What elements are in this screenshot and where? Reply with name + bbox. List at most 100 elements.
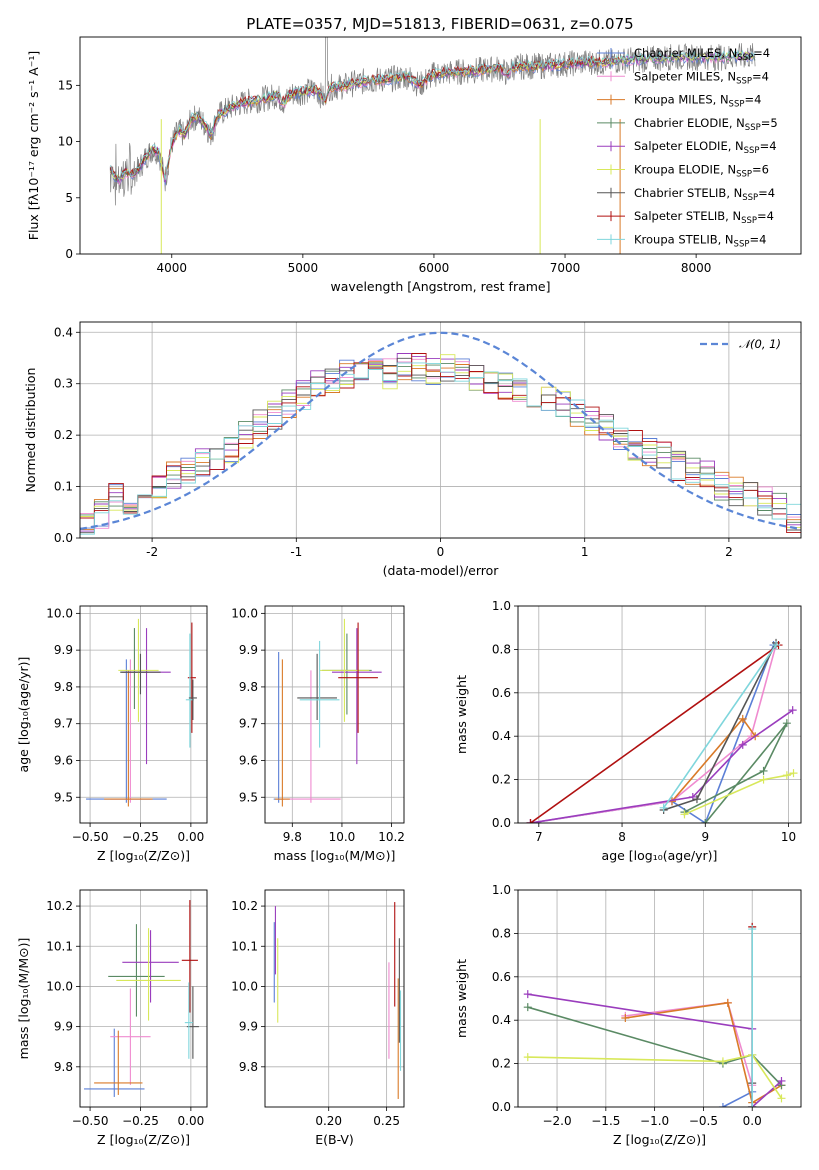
x-tick-label: 0.00 bbox=[178, 1114, 205, 1128]
y-tick-label: 0.4 bbox=[54, 325, 73, 339]
panel-age-vs-mass: 9.8 10.0 10.2 9.5 9.6 9.7 9.8 9.9 10.0 mass [log₁… bbox=[231, 605, 405, 863]
axes-frame bbox=[264, 889, 405, 1108]
x-tick-label: -2 bbox=[146, 545, 158, 559]
x-tick-label: 2 bbox=[725, 545, 733, 559]
plot-area bbox=[523, 922, 786, 1107]
residual-histogram bbox=[80, 357, 801, 534]
normal-curve bbox=[80, 331, 801, 531]
plot-area bbox=[84, 900, 199, 1097]
mass-weight-marker bbox=[718, 1057, 727, 1066]
residual-histogram bbox=[80, 362, 801, 535]
x-tick-label: 0.0 bbox=[743, 1114, 762, 1128]
x-tick-label: 7000 bbox=[550, 261, 581, 275]
y-tick-label: 9.9 bbox=[54, 643, 73, 657]
mass-weight-line bbox=[527, 1054, 783, 1099]
mass-weight-marker bbox=[738, 740, 747, 749]
mass-weight-marker bbox=[680, 810, 689, 819]
mass-weight-marker bbox=[659, 803, 668, 812]
legend-entry: Chabrier STELIB, NSSP=4 bbox=[634, 186, 775, 203]
x-tick-label: 6000 bbox=[419, 261, 450, 275]
x-axis-label: Z [log₁₀(Z/Z⊙)] bbox=[97, 1132, 190, 1147]
plot-area bbox=[80, 331, 801, 535]
x-tick-label: −2.0 bbox=[542, 1114, 571, 1128]
y-tick-label: 1.0 bbox=[492, 599, 511, 613]
x-tick-label: −1.0 bbox=[640, 1114, 669, 1128]
y-tick-label: 1.0 bbox=[492, 883, 511, 897]
y-tick-label: 0.6 bbox=[492, 970, 511, 984]
y-axis-label: Normed distribution bbox=[23, 368, 38, 493]
y-tick-label: 10.1 bbox=[46, 939, 73, 953]
mass-weight-marker bbox=[526, 819, 535, 823]
mass-weight-marker bbox=[748, 1103, 757, 1107]
x-axis-label: age [log₁₀(age/yr)] bbox=[602, 848, 718, 863]
mass-weight-marker bbox=[701, 819, 710, 823]
x-tick-label: 0.00 bbox=[178, 830, 205, 844]
y-tick-label: 9.8 bbox=[54, 1060, 73, 1074]
y-tick-label: 9.8 bbox=[54, 680, 73, 694]
mass-weight-marker bbox=[777, 1094, 786, 1103]
axes-frame bbox=[79, 889, 208, 1108]
y-tick-label: 0.2 bbox=[492, 1057, 511, 1071]
y-tick-label: 0.0 bbox=[492, 1100, 511, 1114]
y-axis-label: mass [log₁₀(M/M⊙)] bbox=[16, 938, 31, 1060]
figure-title: PLATE=0357, MJD=51813, FIBERID=0631, z=0… bbox=[246, 15, 633, 33]
mass-weight-marker bbox=[723, 998, 732, 1007]
model-spectrum-line bbox=[109, 49, 756, 181]
x-tick-label: 5000 bbox=[288, 261, 319, 275]
y-tick-label: 0.3 bbox=[54, 377, 73, 391]
mass-weight-marker bbox=[782, 771, 791, 780]
x-tick-label: 1 bbox=[581, 545, 589, 559]
mass-weight-marker bbox=[523, 1003, 532, 1012]
y-axis-label: mass weight bbox=[454, 959, 469, 1038]
y-tick-label: 9.5 bbox=[54, 790, 73, 804]
x-axis-label: mass [log₁₀(M/M⊙)] bbox=[274, 848, 396, 863]
x-tick-label: -1 bbox=[290, 545, 302, 559]
model-spectrum-line bbox=[109, 57, 621, 182]
y-axis-label: mass weight bbox=[454, 675, 469, 754]
y-tick-label: 9.6 bbox=[54, 753, 73, 767]
mass-weight-marker bbox=[777, 1076, 786, 1085]
y-tick-label: 0.1 bbox=[54, 480, 73, 494]
mass-weight-marker bbox=[621, 1014, 630, 1023]
x-tick-label: −0.25 bbox=[122, 1114, 159, 1128]
x-axis-label: Z [log₁₀(Z/Z⊙)] bbox=[613, 1132, 706, 1147]
y-tick-label: 9.9 bbox=[54, 1020, 73, 1034]
plot-area bbox=[109, 37, 756, 254]
legend-entry: Salpeter MILES, NSSP=4 bbox=[634, 69, 769, 86]
plot-area bbox=[273, 902, 402, 1099]
plot-area bbox=[273, 618, 382, 807]
y-tick-label: 0.2 bbox=[492, 773, 511, 787]
mass-weight-line bbox=[663, 644, 777, 809]
mass-weight-marker bbox=[718, 1103, 727, 1107]
legend-entry: Salpeter ELODIE, NSSP=4 bbox=[634, 139, 777, 156]
mass-weight-marker bbox=[748, 925, 757, 934]
y-axis-label: age [log₁₀(age/yr)] bbox=[16, 657, 31, 773]
legend-entry: Kroupa MILES, NSSP=4 bbox=[634, 93, 761, 110]
mass-weight-line bbox=[684, 772, 794, 816]
mass-weight-marker bbox=[688, 792, 697, 801]
y-tick-label: 0.8 bbox=[492, 926, 511, 940]
y-tick-label: 9.6 bbox=[239, 753, 258, 767]
x-tick-label: 10.2 bbox=[378, 830, 405, 844]
x-tick-label: 0 bbox=[437, 545, 445, 559]
y-tick-label: 10.0 bbox=[231, 606, 258, 620]
x-tick-label: 7 bbox=[535, 830, 543, 844]
y-tick-label: 0 bbox=[65, 247, 73, 261]
y-tick-label: 0.6 bbox=[492, 686, 511, 700]
y-tick-label: 0.2 bbox=[54, 428, 73, 442]
plot-area bbox=[526, 638, 798, 823]
mass-weight-line bbox=[527, 1006, 783, 1086]
x-tick-label: 0.20 bbox=[315, 1114, 342, 1128]
y-tick-label: 9.5 bbox=[239, 790, 258, 804]
y-tick-label: 10.2 bbox=[231, 899, 258, 913]
mass-weight-marker bbox=[789, 769, 798, 778]
y-tick-label: 0.0 bbox=[492, 816, 511, 830]
y-tick-label: 9.7 bbox=[239, 717, 258, 731]
panel-mass-vs-EBV: 0.20 0.25 9.8 9.9 10.0 10.1 10.2 E(B-V) bbox=[231, 889, 405, 1147]
x-tick-label: 9.8 bbox=[283, 830, 302, 844]
x-tick-label: −0.5 bbox=[689, 1114, 718, 1128]
axes-frame bbox=[517, 605, 802, 824]
legend-entry: Salpeter STELIB, NSSP=4 bbox=[634, 209, 774, 226]
mass-weight-marker bbox=[788, 706, 797, 715]
